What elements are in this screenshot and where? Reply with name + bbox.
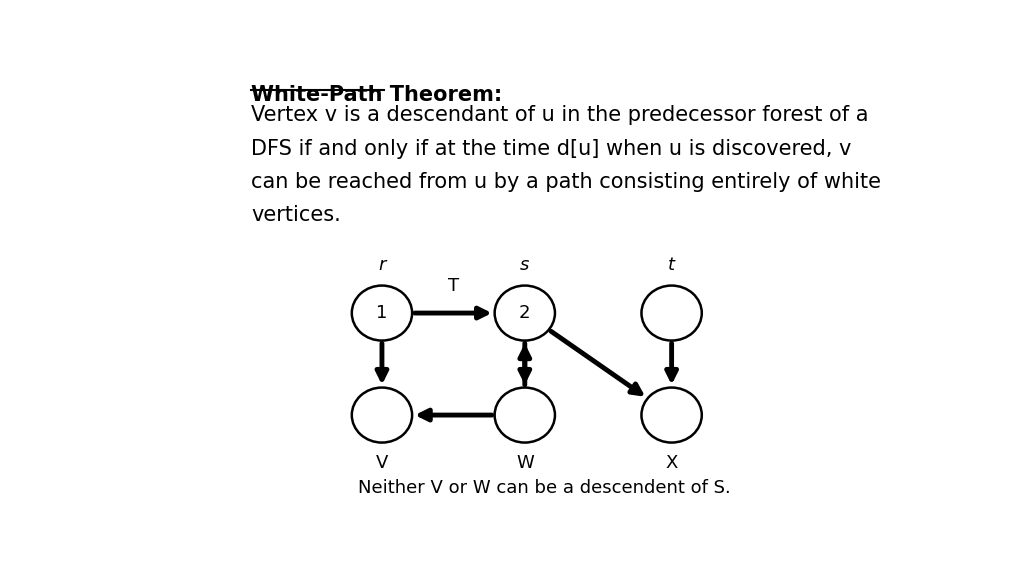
Ellipse shape — [352, 388, 412, 442]
Text: W: W — [516, 454, 534, 472]
Text: can be reached from u by a path consisting entirely of white: can be reached from u by a path consisti… — [251, 172, 881, 192]
Ellipse shape — [641, 286, 701, 340]
Text: vertices.: vertices. — [251, 205, 341, 225]
Text: t: t — [668, 256, 675, 275]
Text: Neither V or W can be a descendent of S.: Neither V or W can be a descendent of S. — [358, 479, 731, 498]
Text: DFS if and only if at the time d[u] when u is discovered, v: DFS if and only if at the time d[u] when… — [251, 139, 851, 159]
Ellipse shape — [641, 388, 701, 442]
Text: 1: 1 — [376, 304, 388, 322]
Text: 2: 2 — [519, 304, 530, 322]
Text: r: r — [378, 256, 386, 275]
Text: V: V — [376, 454, 388, 472]
Ellipse shape — [352, 286, 412, 340]
Ellipse shape — [495, 286, 555, 340]
Text: T: T — [447, 277, 459, 295]
Text: s: s — [520, 256, 529, 275]
Ellipse shape — [495, 388, 555, 442]
Text: X: X — [666, 454, 678, 472]
Text: White-Path Theorem:: White-Path Theorem: — [251, 85, 502, 105]
Text: Vertex v is a descendant of u in the predecessor forest of a: Vertex v is a descendant of u in the pre… — [251, 105, 868, 126]
